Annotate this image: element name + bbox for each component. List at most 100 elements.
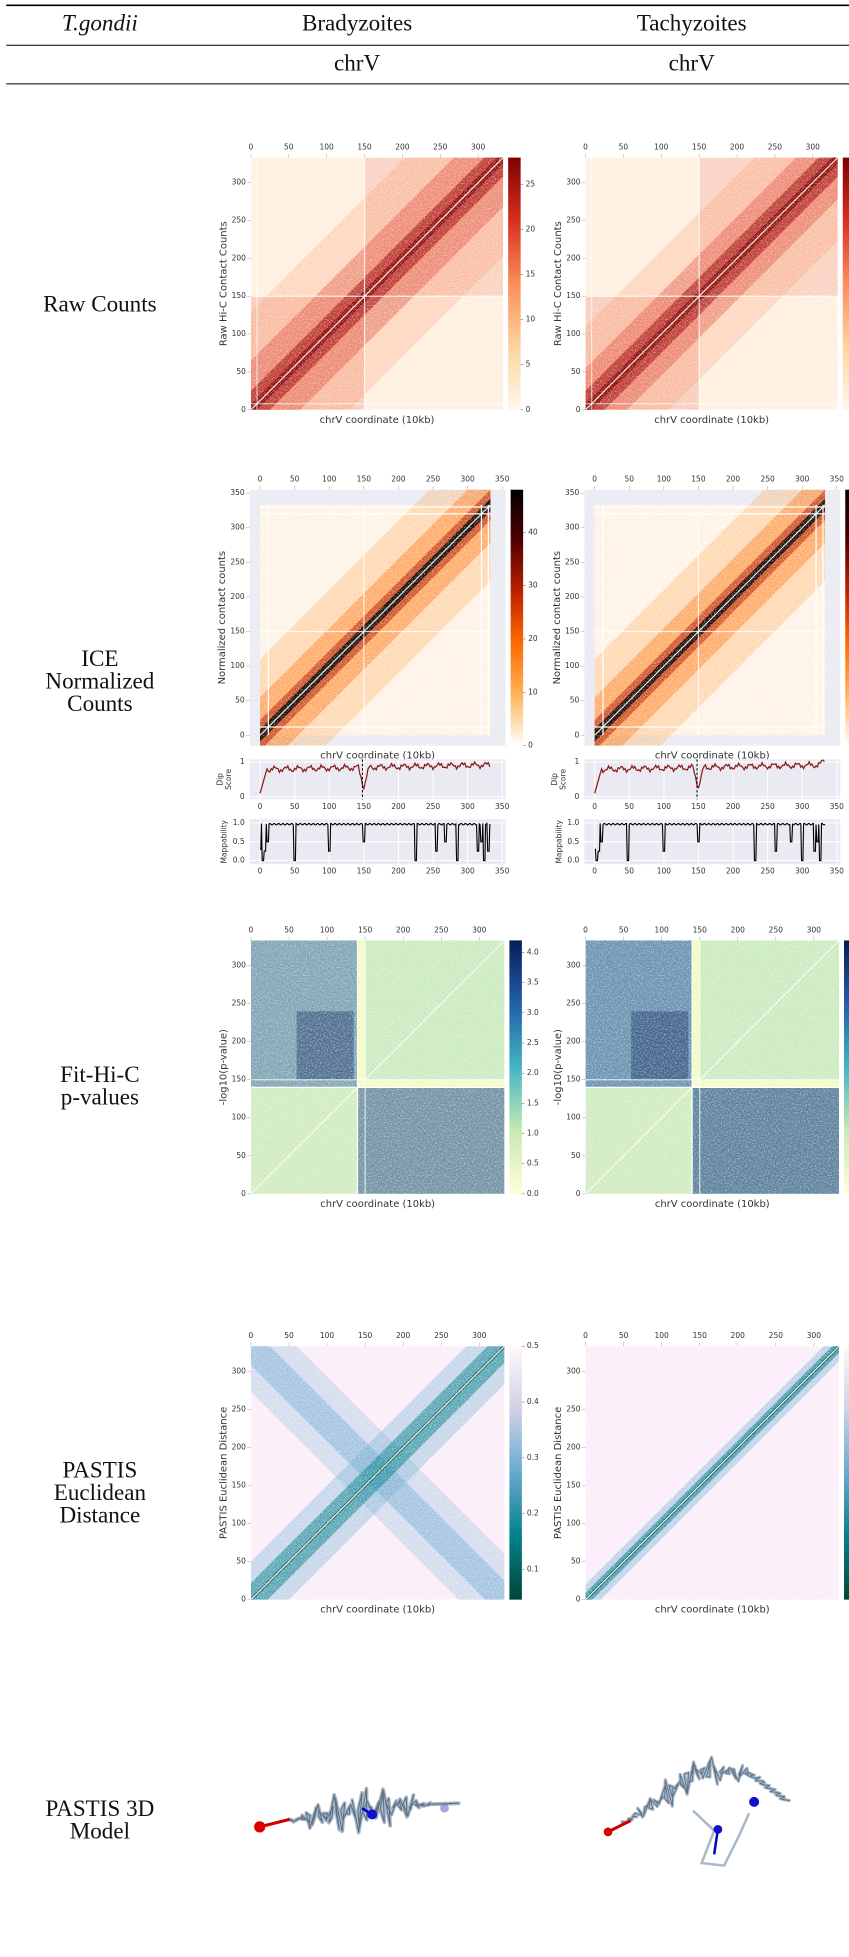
y-tick-label: 0 bbox=[576, 1595, 581, 1604]
y-tick-label: 0 bbox=[241, 1189, 246, 1198]
x-axis-label: chrV coordinate (10kb) bbox=[654, 415, 769, 426]
x-tick-label: 200 bbox=[396, 1331, 411, 1340]
x-axis-label: chrV coordinate (10kb) bbox=[320, 751, 435, 762]
colorbar-tick-label: 1.0 bbox=[527, 1129, 539, 1138]
x-axis-label: chrV coordinate (10kb) bbox=[320, 415, 435, 426]
y-axis-label: Raw Hi-C Contact Counts bbox=[218, 221, 229, 346]
colorbar-tick-label: 5 bbox=[526, 360, 531, 369]
colorbar bbox=[845, 489, 849, 746]
heatmap bbox=[250, 1346, 505, 1600]
colorbar bbox=[842, 157, 849, 410]
x-tick-label: 300 bbox=[795, 802, 810, 811]
y-axis-label: Dip bbox=[550, 773, 559, 786]
diagonal-line bbox=[585, 940, 840, 1194]
y-tick-label: 150 bbox=[566, 1075, 581, 1084]
speckle bbox=[585, 940, 840, 1194]
x-tick-label: 150 bbox=[693, 1331, 708, 1340]
y-tick-label: 200 bbox=[566, 1442, 581, 1451]
x-tick-label: 100 bbox=[322, 475, 337, 484]
y-tick-label: 150 bbox=[230, 627, 245, 636]
x-tick-label: 150 bbox=[693, 925, 708, 934]
y-tick-label: 0.0 bbox=[233, 856, 245, 865]
x-tick-label: 300 bbox=[807, 1331, 822, 1340]
y-tick-label: 200 bbox=[232, 1442, 247, 1451]
y-tick-label: 50 bbox=[571, 1151, 581, 1160]
x-tick-label: 0 bbox=[592, 867, 597, 876]
y-tick-label: 250 bbox=[566, 1404, 581, 1413]
y-tick-label: 50 bbox=[571, 1557, 581, 1566]
row-label: p-values bbox=[61, 1083, 139, 1109]
column-title: Tachyzoites bbox=[637, 10, 747, 36]
heatmap bbox=[249, 489, 506, 746]
x-tick-label: 300 bbox=[795, 475, 810, 484]
colorbar-tick-label: 0 bbox=[528, 741, 533, 750]
heatmap bbox=[585, 1346, 840, 1600]
y-tick-label: 100 bbox=[566, 1519, 581, 1528]
y-tick-label: 50 bbox=[236, 1151, 246, 1160]
colorbar-tick-label: 0.4 bbox=[527, 1397, 539, 1406]
y-tick-label: 250 bbox=[230, 557, 245, 566]
colorbar bbox=[509, 1346, 522, 1600]
column-title: Bradyzoites bbox=[302, 10, 412, 36]
x-tick-label: 100 bbox=[657, 867, 672, 876]
y-tick-label: 150 bbox=[232, 1075, 247, 1084]
y-tick-label: 100 bbox=[230, 661, 245, 670]
diagonal-line bbox=[250, 157, 504, 410]
x-axis-label: chrV coordinate (10kb) bbox=[320, 1605, 435, 1616]
y-tick-label: 200 bbox=[232, 1037, 247, 1046]
x-tick-label: 250 bbox=[760, 802, 775, 811]
y-tick-label: 1 bbox=[240, 757, 245, 766]
x-tick-label: 150 bbox=[357, 475, 372, 484]
y-axis-label: Raw Hi-C Contact Counts bbox=[553, 221, 564, 346]
y-tick-label: 250 bbox=[566, 215, 581, 224]
colorbar-tick-label: 0 bbox=[526, 405, 531, 414]
x-tick-label: 200 bbox=[395, 143, 410, 152]
x-tick-label: 50 bbox=[625, 867, 635, 876]
diagonal-line bbox=[259, 504, 491, 736]
y-tick-label: 150 bbox=[232, 1480, 247, 1489]
y-tick-label: 100 bbox=[565, 661, 580, 670]
colorbar-tick-label: 3.0 bbox=[527, 1008, 539, 1017]
x-tick-label: 150 bbox=[691, 867, 706, 876]
model-centromere bbox=[367, 1809, 378, 1820]
y-axis-label: Mappability bbox=[220, 819, 229, 863]
y-axis-label: Mappability bbox=[554, 819, 563, 863]
y-tick-label: 300 bbox=[566, 178, 581, 187]
y-tick-label: 300 bbox=[565, 523, 580, 532]
mappability-line bbox=[260, 822, 491, 862]
y-tick-label: 0 bbox=[576, 405, 581, 414]
y-axis-label: -log10(p-value) bbox=[553, 1029, 564, 1105]
colorbar-tick-label: 10 bbox=[528, 687, 538, 696]
x-tick-label: 250 bbox=[434, 1331, 449, 1340]
x-tick-label: 250 bbox=[426, 802, 441, 811]
y-axis-label: PASTIS Euclidean Distance bbox=[218, 1407, 229, 1539]
y-tick-label: 200 bbox=[566, 253, 581, 262]
y-tick-label: 200 bbox=[566, 1037, 581, 1046]
y-tick-label: 150 bbox=[565, 627, 580, 636]
chromosome: chrV bbox=[334, 49, 380, 75]
row-label: PASTIS bbox=[62, 1457, 137, 1483]
x-tick-label: 0 bbox=[258, 802, 263, 811]
y-tick-label: 0 bbox=[241, 1595, 246, 1604]
x-axis-label: chrV coordinate (10kb) bbox=[655, 1199, 770, 1210]
diagonal-line bbox=[585, 1346, 840, 1600]
row-label: Counts bbox=[67, 690, 132, 716]
colorbar-tick-label: 0.0 bbox=[527, 1189, 539, 1198]
x-tick-label: 0 bbox=[249, 925, 254, 934]
x-tick-label: 150 bbox=[357, 143, 372, 152]
x-tick-label: 250 bbox=[426, 867, 441, 876]
y-tick-label: 0.0 bbox=[567, 856, 579, 865]
y-tick-label: 250 bbox=[565, 557, 580, 566]
x-tick-label: 0 bbox=[583, 143, 588, 152]
x-tick-label: 200 bbox=[391, 802, 406, 811]
speckle bbox=[585, 1346, 840, 1600]
colorbar-tick-label: 3.5 bbox=[527, 978, 539, 987]
y-tick-label: 0 bbox=[241, 405, 246, 414]
y-axis-label: PASTIS Euclidean Distance bbox=[553, 1407, 564, 1539]
colorbar-tick-label: 25 bbox=[526, 180, 536, 189]
y-tick-label: 300 bbox=[232, 178, 247, 187]
y-axis-label: Score bbox=[224, 768, 233, 789]
x-tick-label: 300 bbox=[471, 143, 486, 152]
x-tick-label: 350 bbox=[495, 867, 510, 876]
x-tick-label: 250 bbox=[434, 925, 449, 934]
